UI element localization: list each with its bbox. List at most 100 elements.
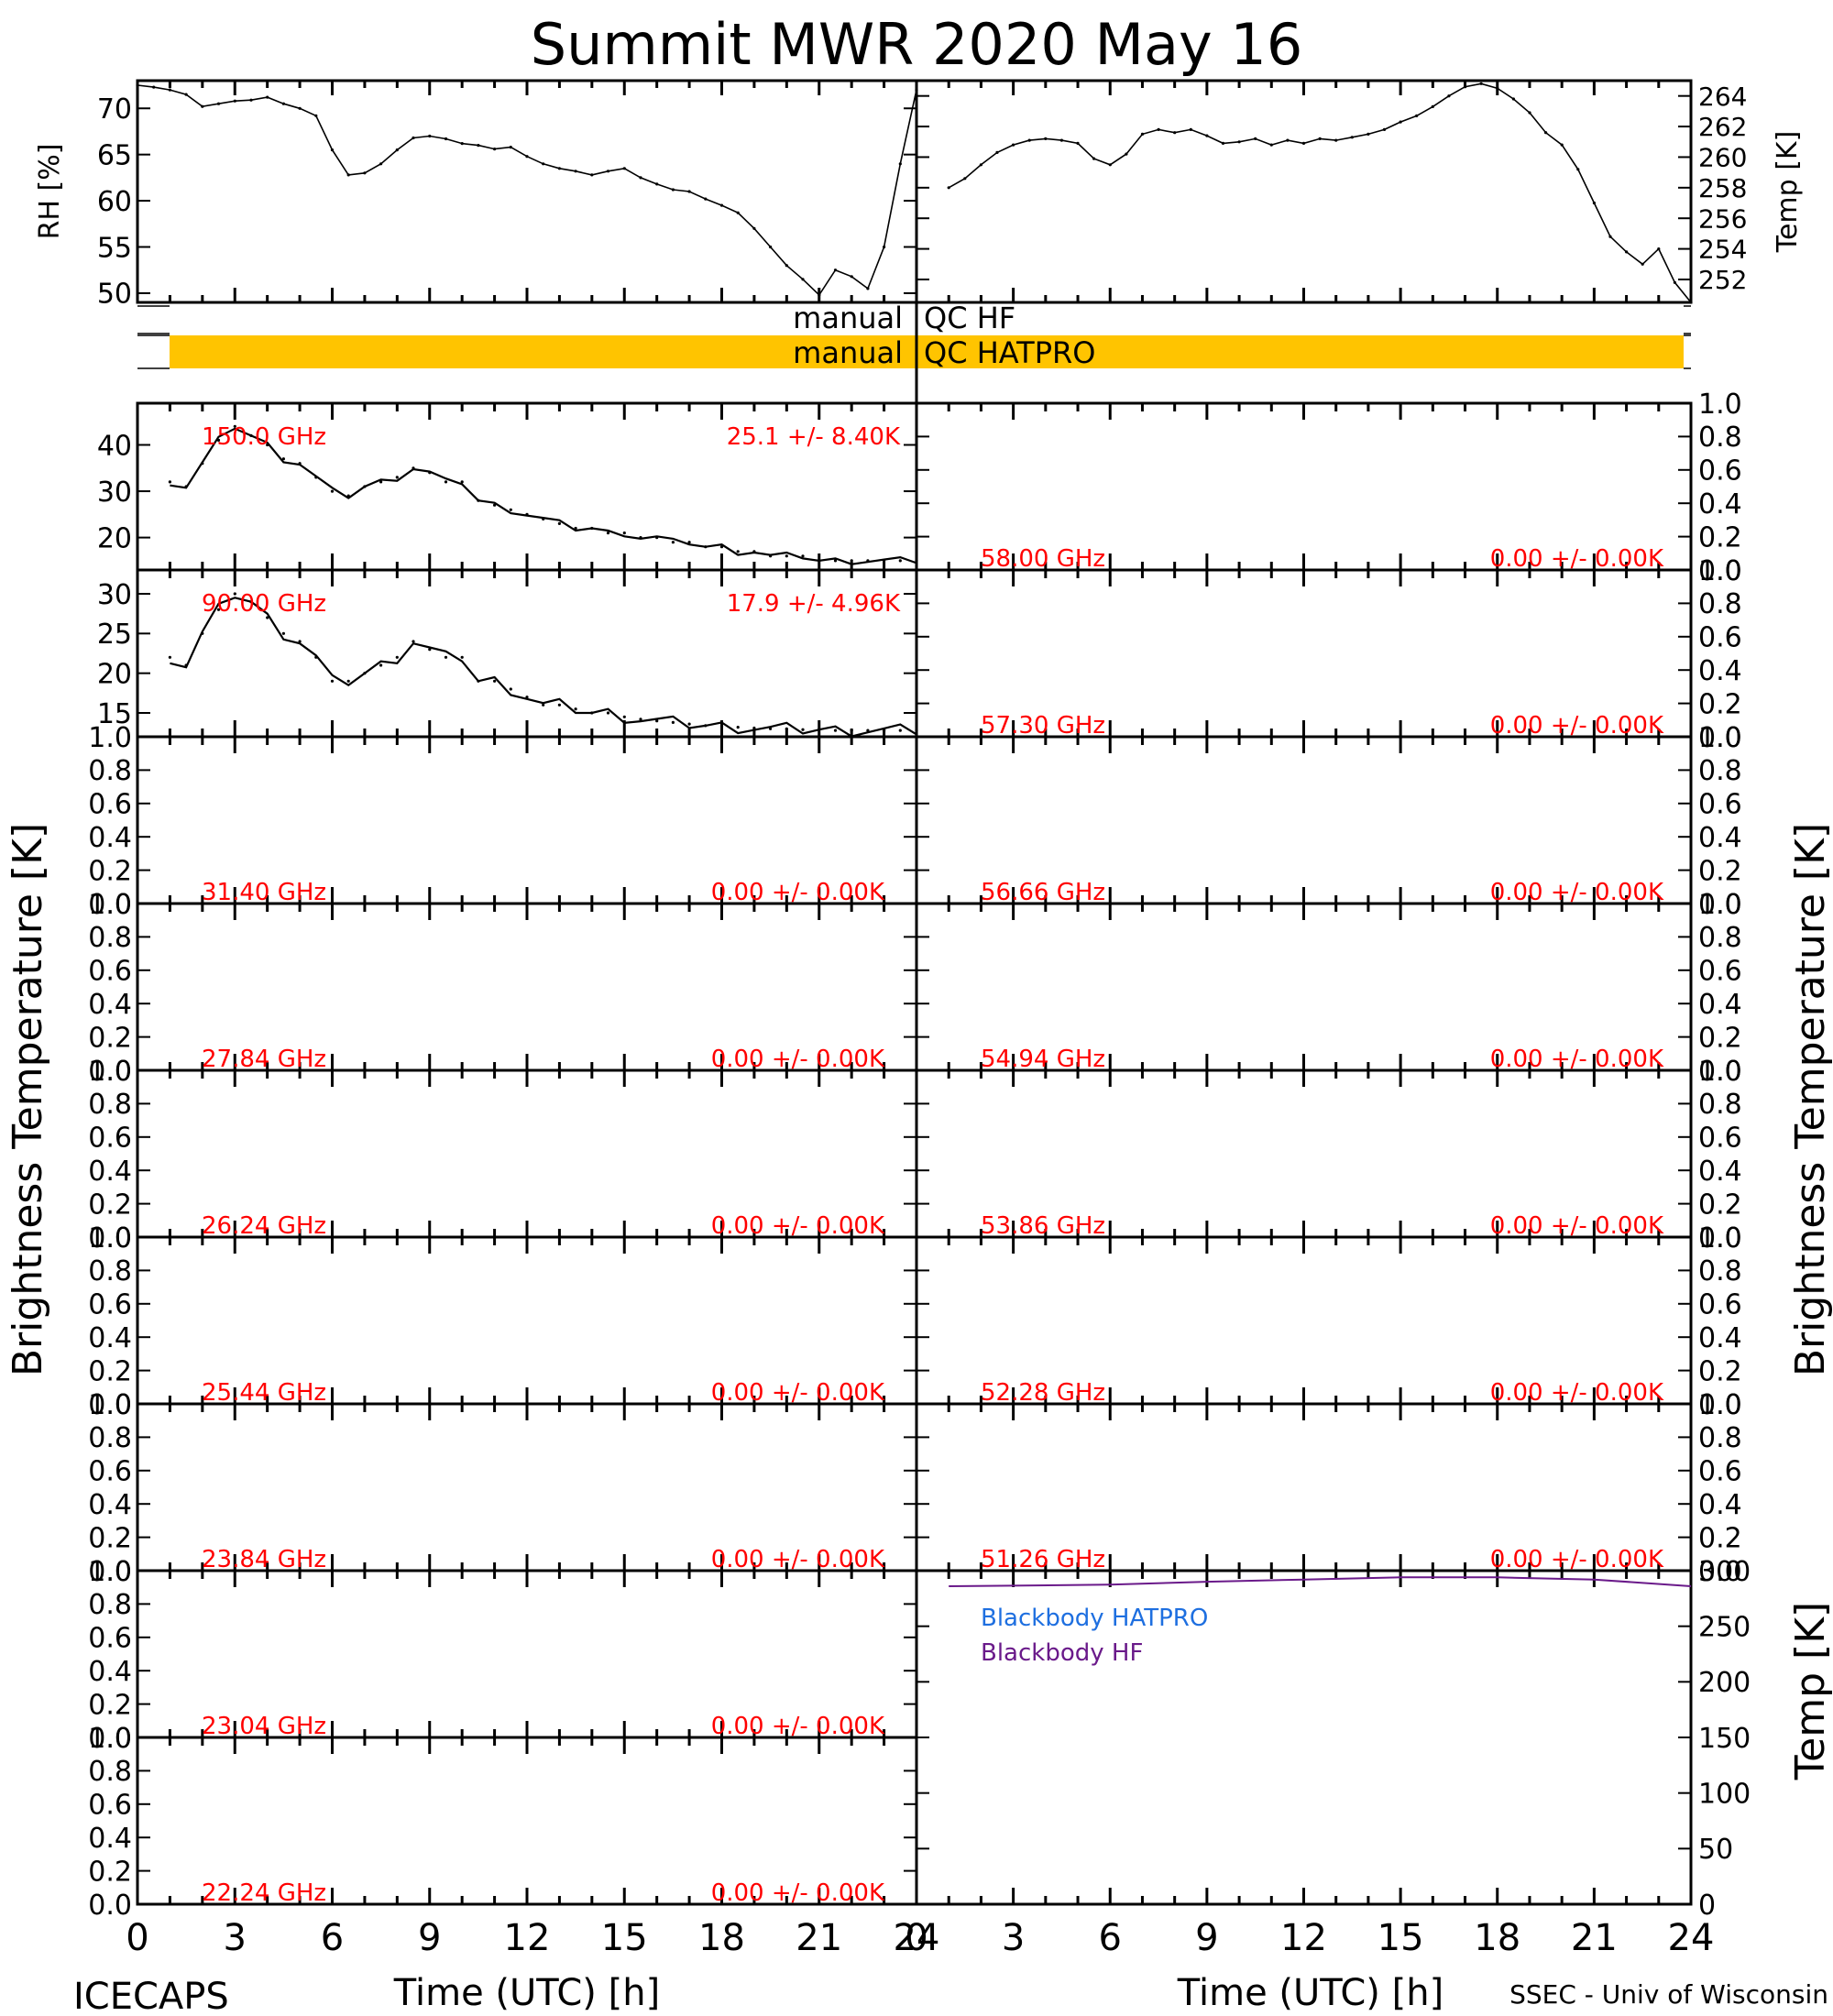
y-tick-label: 0.0 (1698, 555, 1742, 587)
data-point (1431, 104, 1434, 108)
stat-label: 0.00 +/- 0.00K (1490, 712, 1664, 740)
stat-label: 0.00 +/- 0.00K (1490, 879, 1664, 906)
stat-label: 17.9 +/- 4.96K (727, 590, 901, 618)
y-tick-label: 1.0 (1698, 889, 1742, 921)
data-point (249, 600, 253, 604)
stat-label: 0.00 +/- 0.00K (711, 1546, 885, 1573)
data-point (379, 162, 383, 166)
data-point (379, 480, 383, 484)
freq-label: 23.04 GHz (202, 1713, 326, 1740)
y-tick-label: 0.6 (88, 956, 132, 988)
data-point (866, 287, 870, 290)
data-point (785, 727, 788, 730)
x-tick-label-right: 21 (1571, 1917, 1618, 1959)
data-point (1544, 131, 1548, 135)
y-tick-label: 0.6 (1698, 789, 1742, 821)
data-point (493, 148, 497, 151)
y-tick-label: 0.4 (1698, 488, 1742, 520)
freq-label: 25.44 GHz (202, 1379, 326, 1407)
data-point (395, 148, 399, 152)
data-point (493, 503, 497, 507)
data-point (1447, 94, 1451, 98)
data-point (833, 729, 838, 732)
data-point (314, 476, 318, 479)
legend-blackbody-hf: Blackbody HF (981, 1639, 1143, 1667)
y-tick-label: 0.6 (1698, 1123, 1742, 1155)
data-point (444, 655, 448, 659)
y-tick-label: 100 (1698, 1778, 1751, 1810)
y-tick-label: 40 (97, 430, 132, 462)
data-point (330, 148, 335, 152)
y-tick-label: 150 (1698, 1723, 1751, 1755)
data-point (671, 188, 675, 192)
data-point (184, 485, 188, 488)
y-tick-label: 0.6 (1698, 956, 1742, 988)
y-tick-label: 0.0 (88, 1056, 132, 1088)
data-point (1479, 82, 1483, 85)
data-point (1399, 120, 1402, 124)
y-tick-label: 0.6 (88, 1123, 132, 1155)
y-tick-label: 0.2 (88, 1522, 132, 1554)
data-point (298, 462, 302, 466)
data-point (883, 729, 886, 732)
data-point (216, 102, 221, 105)
data-point (574, 170, 577, 173)
x-tick-label-left: 18 (698, 1917, 745, 1959)
qc-label-right: QC HATPRO (924, 335, 1095, 370)
footer-right-label: SSEC - Univ of Wisconsin (1509, 1979, 1828, 2010)
data-point (1367, 132, 1370, 136)
freq-label: 53.86 GHz (981, 1212, 1105, 1240)
legend-blackbody-hatpro: Blackbody HATPRO (981, 1605, 1208, 1632)
data-point (1496, 86, 1499, 90)
data-point (606, 711, 610, 715)
freq-label: 58.00 GHz (981, 545, 1105, 573)
x-tick-label-right: 9 (1195, 1917, 1218, 1959)
y-tick-label: 0.2 (88, 1189, 132, 1221)
data-point (168, 655, 171, 659)
y-tick-label: 0.2 (1698, 521, 1742, 553)
y-tick-label: 15 (97, 698, 132, 730)
y-tick-label: 0.4 (1698, 655, 1742, 687)
freq-label: 150.0 GHz (202, 423, 326, 451)
data-point (1269, 143, 1273, 147)
data-point (833, 268, 838, 272)
freq-label: 54.94 GHz (981, 1046, 1105, 1073)
y-tick-label: 0.2 (1698, 688, 1742, 720)
data-point (1689, 301, 1693, 304)
y-tick-label: 258 (1698, 173, 1747, 203)
data-point (606, 531, 610, 535)
data-point (428, 134, 432, 138)
y-tick-label: 0.8 (88, 1756, 132, 1788)
y-tick-label: 0.2 (88, 1856, 132, 1888)
y-tick-label: 1.0 (1698, 389, 1742, 421)
data-point (574, 526, 577, 531)
data-point (542, 703, 545, 707)
data-point (574, 707, 577, 711)
data-point (444, 137, 448, 141)
y-tick-label: 0.4 (88, 1489, 132, 1521)
data-point (233, 424, 236, 428)
y-tick-label: 0.0 (88, 1389, 132, 1421)
stat-label: 0.00 +/- 0.00K (1490, 545, 1664, 573)
data-point (818, 559, 821, 563)
data-point (346, 494, 350, 498)
stat-label: 0.00 +/- 0.00K (711, 1212, 885, 1240)
data-point (314, 655, 318, 659)
data-point (704, 545, 708, 549)
data-point (818, 728, 821, 731)
rh-axis-label: RH [%] (34, 144, 66, 240)
x-tick-label-right: 18 (1474, 1917, 1520, 1959)
data-point (542, 162, 545, 166)
temp-axis-label: Temp [K] (1772, 131, 1804, 254)
y-tick-label: 0.0 (88, 1556, 132, 1588)
y-tick-label: 0.6 (88, 1456, 132, 1488)
data-point (1254, 137, 1257, 140)
y-tick-label: 300 (1698, 1556, 1751, 1588)
y-tick-label: 0.2 (1698, 1189, 1742, 1221)
y-tick-label: 0.2 (88, 1022, 132, 1054)
data-point (1044, 137, 1048, 140)
data-point (363, 672, 367, 675)
y-tick-label: 0.8 (1698, 755, 1742, 787)
data-point (866, 559, 870, 563)
